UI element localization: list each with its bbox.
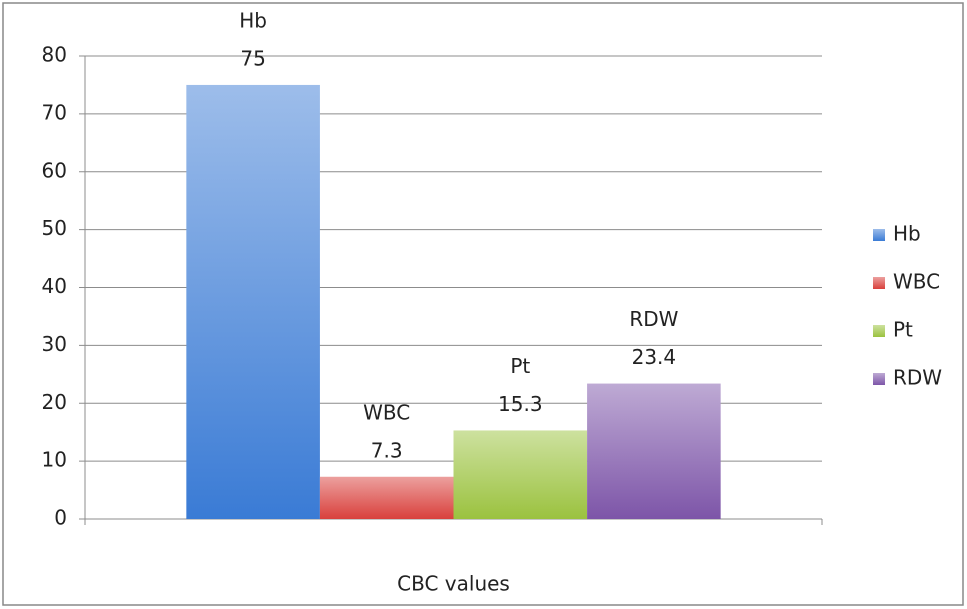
data-label: 7.3 <box>371 438 403 462</box>
data-label-name: WBC <box>363 400 410 424</box>
data-label: 75 <box>240 46 265 70</box>
data-label-name: Hb <box>239 8 267 32</box>
legend-label: WBC <box>893 270 940 294</box>
y-tick-label: 20 <box>42 390 67 414</box>
y-tick-label: 10 <box>42 448 67 472</box>
bar <box>587 383 721 519</box>
y-tick-label: 60 <box>42 158 67 182</box>
legend-swatch <box>873 325 885 337</box>
y-tick-label: 50 <box>42 216 67 240</box>
legend-swatch <box>873 373 885 385</box>
bar <box>186 84 320 519</box>
y-tick-label: 70 <box>42 100 67 124</box>
bar <box>319 476 454 519</box>
data-label: 23.4 <box>632 345 677 369</box>
bar <box>453 430 588 519</box>
legend-label: Hb <box>893 222 921 246</box>
y-tick-label: 80 <box>42 43 67 67</box>
data-label-name: Pt <box>510 354 530 378</box>
legend-swatch <box>873 277 885 289</box>
x-axis-label: CBC values <box>397 572 510 596</box>
legend-swatch <box>873 229 885 241</box>
legend-label: Pt <box>893 318 913 342</box>
data-label-name: RDW <box>629 307 678 331</box>
legend-label: RDW <box>893 366 942 390</box>
y-tick-label: 30 <box>42 332 67 356</box>
data-label: 15.3 <box>498 392 543 416</box>
y-tick-label: 40 <box>42 274 67 298</box>
y-tick-label: 0 <box>54 506 67 530</box>
